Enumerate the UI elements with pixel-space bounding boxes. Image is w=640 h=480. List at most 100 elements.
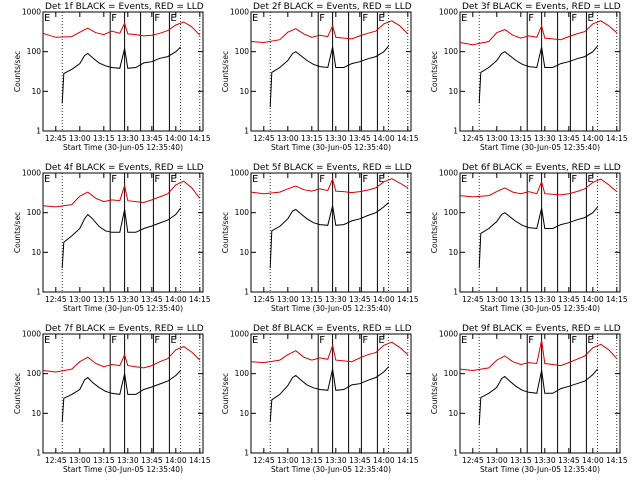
- panel-6-xlabel: Start Time (30-Jun-05 12:35:40): [480, 304, 600, 313]
- panel-9-title: Det 9f BLACK = Events, RED = LLD: [462, 324, 621, 334]
- panel-6-marker-4: E: [587, 174, 593, 185]
- panel-8-xtick-label-4: 13:30: [325, 456, 347, 465]
- panel-7-ytick-label-4: 1000: [22, 330, 41, 339]
- panel-9-marker-2: F: [528, 335, 534, 346]
- panel-8-xtick-label-2: 13:00: [277, 456, 299, 465]
- panel-2-ytick-label-1: 1: [244, 127, 249, 136]
- panel-7-marker-4: E: [170, 335, 176, 346]
- panel-7-ytick-label-2: 10: [31, 409, 41, 418]
- panel-1-series-lld: [42, 21, 201, 38]
- panel-5-xtick-label-4: 13:30: [325, 295, 347, 304]
- panel-1-ytick-label-3: 100: [27, 47, 42, 56]
- panel-6-marker-1: E: [461, 174, 467, 185]
- panel-4-xtick-label-5: 13:45: [141, 295, 163, 304]
- panel-9-xlabel: Start Time (30-Jun-05 12:35:40): [480, 465, 600, 474]
- panel-5-marker-2: F: [319, 174, 325, 185]
- panel-3-xtick-label-4: 13:30: [534, 134, 556, 143]
- panel-7-xtick-label-3: 13:15: [93, 456, 115, 465]
- panel-3-series-lld: [459, 20, 618, 46]
- panel-4-xtick-label-3: 13:15: [93, 295, 115, 304]
- panel-5-xtick-label-2: 13:00: [277, 295, 299, 304]
- panel-2-frame: [250, 11, 412, 132]
- panel-5-marker-4: E: [378, 174, 384, 185]
- panel-5-ylabel: Counts/sec: [221, 212, 230, 253]
- panel-2-series-lld: [250, 20, 409, 44]
- panel-9-xtick-label-3: 13:15: [510, 456, 532, 465]
- panel-9-ytick-label-1: 1: [453, 449, 458, 458]
- panel-5-xtick-label-1: 12:45: [253, 295, 275, 304]
- panel-5-frame: [250, 172, 412, 293]
- panel-9-xtick-label-5: 13:45: [558, 456, 580, 465]
- panel-3-xlabel: Start Time (30-Jun-05 12:35:40): [480, 143, 600, 152]
- panel-4-xlabel: Start Time (30-Jun-05 12:35:40): [63, 304, 183, 313]
- panel-7-xlabel: Start Time (30-Jun-05 12:35:40): [63, 465, 183, 474]
- panel-3-marker-3: F: [571, 13, 577, 24]
- panel-3-marker-4: E: [587, 13, 593, 24]
- panel-4-ytick-label-3: 100: [27, 208, 42, 217]
- panel-3-marker-1: E: [461, 13, 467, 24]
- panel-9-ylabel: Counts/sec: [430, 373, 439, 414]
- panel-2-marker-2: F: [319, 13, 325, 24]
- panel-2-xtick-label-6: 14:00: [373, 134, 395, 143]
- panel-2-marker-1: E: [252, 13, 258, 24]
- panel-9-xtick-label-6: 14:00: [582, 456, 604, 465]
- panel-8-ytick-label-1: 1: [244, 449, 249, 458]
- panel-4-frame: [42, 172, 204, 293]
- panel-5-xtick-label-5: 13:45: [349, 295, 371, 304]
- panel-7-marker-2: F: [111, 335, 117, 346]
- panel-2-marker-4: E: [378, 13, 384, 24]
- panel-4-xtick-label-4: 13:30: [117, 295, 139, 304]
- panel-9-series-lld: [459, 339, 618, 372]
- panel-3-ylabel: Counts/sec: [430, 51, 439, 92]
- panel-9-ytick-label-4: 1000: [439, 330, 458, 339]
- panel-7-xtick-label-5: 13:45: [141, 456, 163, 465]
- panel-9-series-events: [478, 368, 598, 426]
- panel-9-marker-4: E: [587, 335, 593, 346]
- panel-1-marker-4: E: [170, 13, 176, 24]
- panel-8-marker-4: E: [378, 335, 384, 346]
- panel-5-ytick-label-4: 1000: [230, 169, 249, 178]
- panel-1-xtick-label-6: 14:00: [165, 134, 187, 143]
- panel-3-marker-2: F: [528, 13, 534, 24]
- panel-2-xtick-label-7: 14:15: [397, 134, 419, 143]
- panel-1-ytick-label-4: 1000: [22, 8, 41, 17]
- panel-8-ytick-label-2: 10: [239, 409, 249, 418]
- panel-2-series-events: [269, 45, 389, 108]
- panel-2-title: Det 2f BLACK = Events, RED = LLD: [253, 2, 412, 12]
- panel-2-xtick-label-3: 13:15: [301, 134, 323, 143]
- panel-8-xtick-label-7: 14:15: [397, 456, 419, 465]
- panel-3-frame: [459, 11, 621, 132]
- panel-5-xtick-label-3: 13:15: [301, 295, 323, 304]
- panel-4-ytick-label-2: 10: [31, 248, 41, 257]
- panel-9-frame: [459, 333, 621, 454]
- panel-3-ytick-label-1: 1: [453, 127, 458, 136]
- panel-3-xtick-label-6: 14:00: [582, 134, 604, 143]
- panel-7-ytick-label-3: 100: [27, 369, 42, 378]
- panel-3-ytick-label-2: 10: [448, 87, 458, 96]
- panel-1-xtick-label-3: 13:15: [93, 134, 115, 143]
- panel-5-ytick-label-3: 100: [235, 208, 250, 217]
- panel-6-title: Det 6f BLACK = Events, RED = LLD: [462, 163, 621, 173]
- panel-4-marker-2: F: [111, 174, 117, 185]
- panel-3-xtick-label-7: 14:15: [606, 134, 628, 143]
- panel-6-xtick-label-1: 12:45: [462, 295, 484, 304]
- panel-1-xtick-label-5: 13:45: [141, 134, 163, 143]
- panel-3-xtick-label-5: 13:45: [558, 134, 580, 143]
- panel-2-ytick-label-2: 10: [239, 87, 249, 96]
- panel-3-xtick-label-1: 12:45: [462, 134, 484, 143]
- panel-7-xtick-label-4: 13:30: [117, 456, 139, 465]
- panel-1-series-events: [61, 46, 181, 104]
- panel-6-series-events: [478, 206, 598, 269]
- panel-9-ytick-label-3: 100: [444, 369, 459, 378]
- panel-8-ytick-label-3: 100: [235, 369, 250, 378]
- panel-2-ytick-label-3: 100: [235, 47, 250, 56]
- panel-9-marker-3: F: [571, 335, 577, 346]
- panel-9-xtick-label-2: 13:00: [486, 456, 508, 465]
- panel-1-ytick-label-1: 1: [36, 127, 41, 136]
- panel-1-ylabel: Counts/sec: [13, 51, 22, 92]
